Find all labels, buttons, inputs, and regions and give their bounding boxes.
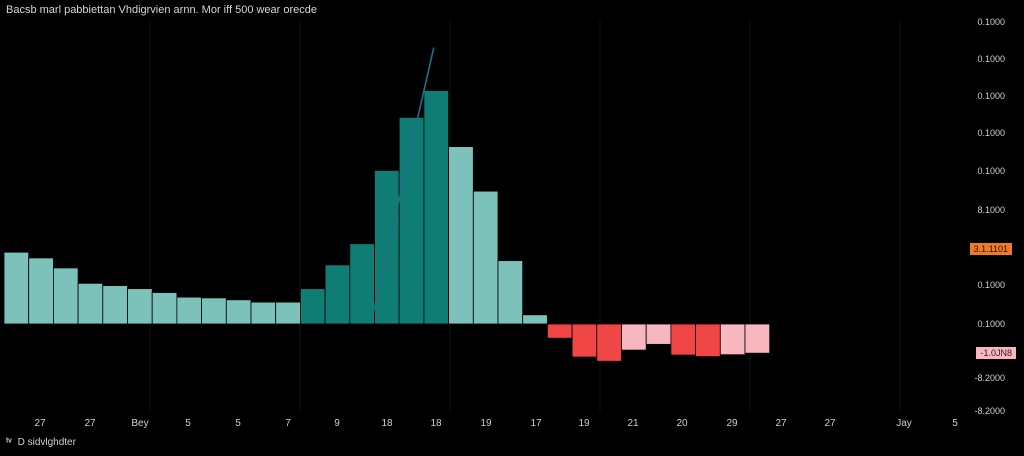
y-tick-label-1: 0.1000 bbox=[977, 54, 1005, 64]
y-axis-ticks: 0.1000 0.1000 0.1000 0.1000 0.1000 8.1000 0.10… bbox=[974, 17, 1005, 416]
bar-12 bbox=[299, 288, 326, 325]
y-tick-label-3: 0.1000 bbox=[977, 128, 1005, 138]
y-tick-label-6: 0.1000 bbox=[977, 280, 1005, 290]
bar-11 bbox=[275, 301, 301, 325]
brand-name: D sidvlghdter bbox=[17, 437, 76, 448]
x-tick-label-13: 20 bbox=[676, 418, 688, 429]
bar-8 bbox=[201, 297, 227, 325]
bar-0 bbox=[3, 251, 30, 325]
x-tick-label-6: 9 bbox=[334, 418, 340, 429]
y-tick-label-2: 0.1000 bbox=[977, 91, 1005, 101]
bar-17 bbox=[423, 90, 449, 325]
bar-2 bbox=[53, 267, 79, 325]
bar-27 bbox=[670, 323, 697, 356]
bar-25 bbox=[621, 323, 647, 351]
bar-15 bbox=[374, 169, 400, 325]
x-tick-label-5: 7 bbox=[285, 418, 291, 429]
x-tick-label-12: 21 bbox=[627, 418, 639, 429]
x-tick-label-4: 5 bbox=[235, 418, 241, 429]
bar-19 bbox=[472, 190, 499, 325]
bar-9 bbox=[225, 299, 252, 325]
negative-value-tag: -1.0JN8 bbox=[976, 347, 1016, 359]
tradingview-logo-icon: ᵗᵛ bbox=[6, 437, 12, 448]
bar-22 bbox=[547, 323, 573, 339]
bar-18 bbox=[448, 146, 474, 325]
x-tick-label-11: 19 bbox=[578, 418, 590, 429]
bar-20 bbox=[497, 260, 524, 325]
x-tick-label-18: 5 bbox=[952, 418, 958, 429]
bar-23 bbox=[571, 323, 598, 358]
x-tick-label-10: 17 bbox=[530, 418, 542, 429]
brand-footer[interactable]: ᵗᵛ D sidvlghdter bbox=[6, 437, 76, 448]
y-tick-label-7: 0.1000 bbox=[977, 319, 1005, 329]
x-tick-label-7: 18 bbox=[381, 418, 393, 429]
last-value-tag: 3.1.1101 bbox=[969, 243, 1012, 255]
x-tick-label-8: 18 bbox=[430, 418, 442, 429]
grid-lines bbox=[149, 20, 901, 412]
bar-7 bbox=[176, 296, 202, 325]
x-tick-label-1: 27 bbox=[84, 418, 96, 429]
x-tick-label-15: 27 bbox=[775, 418, 787, 429]
x-tick-label-3: 5 bbox=[185, 418, 191, 429]
y-tick-label-4: 0.1000 bbox=[977, 166, 1005, 176]
y-tick-label-5: 8.1000 bbox=[977, 205, 1005, 215]
x-tick-label-2: Bey bbox=[131, 418, 148, 429]
bar-30 bbox=[744, 323, 771, 354]
bar-21 bbox=[522, 314, 548, 325]
y-tick-label-8: -8.2000 bbox=[974, 373, 1005, 383]
x-tick-label-16: 27 bbox=[824, 418, 836, 429]
bar-24 bbox=[596, 323, 622, 362]
bar-1 bbox=[28, 257, 54, 325]
bar-26 bbox=[645, 323, 672, 345]
bar-29 bbox=[719, 323, 746, 356]
bar-10 bbox=[250, 301, 277, 325]
x-axis-ticks: 27 27 Bey 5 5 7 9 18 18 19 17 19 21 20 29 27 27 Jay 5 bbox=[34, 418, 958, 429]
x-tick-label-17: Jay bbox=[896, 418, 912, 429]
bar-4 bbox=[102, 285, 128, 325]
x-tick-label-14: 29 bbox=[726, 418, 738, 429]
trend-line-group bbox=[371, 47, 435, 319]
trend-line bbox=[371, 47, 435, 319]
bar-3 bbox=[77, 282, 104, 325]
bars-group bbox=[3, 90, 771, 362]
x-tick-label-9: 19 bbox=[480, 418, 492, 429]
bar-5 bbox=[127, 288, 153, 325]
bar-14 bbox=[349, 243, 375, 325]
bar-13 bbox=[324, 264, 351, 325]
y-tick-label-0: 0.1000 bbox=[977, 17, 1005, 27]
bar-28 bbox=[695, 323, 721, 358]
bar-6 bbox=[151, 292, 178, 325]
x-tick-label-0: 27 bbox=[34, 418, 46, 429]
chart-title: Bacsb marl pabbiettan Vhdigrvien arnn. M… bbox=[6, 4, 318, 16]
y-tick-label-9: -8.2000 bbox=[974, 406, 1005, 416]
